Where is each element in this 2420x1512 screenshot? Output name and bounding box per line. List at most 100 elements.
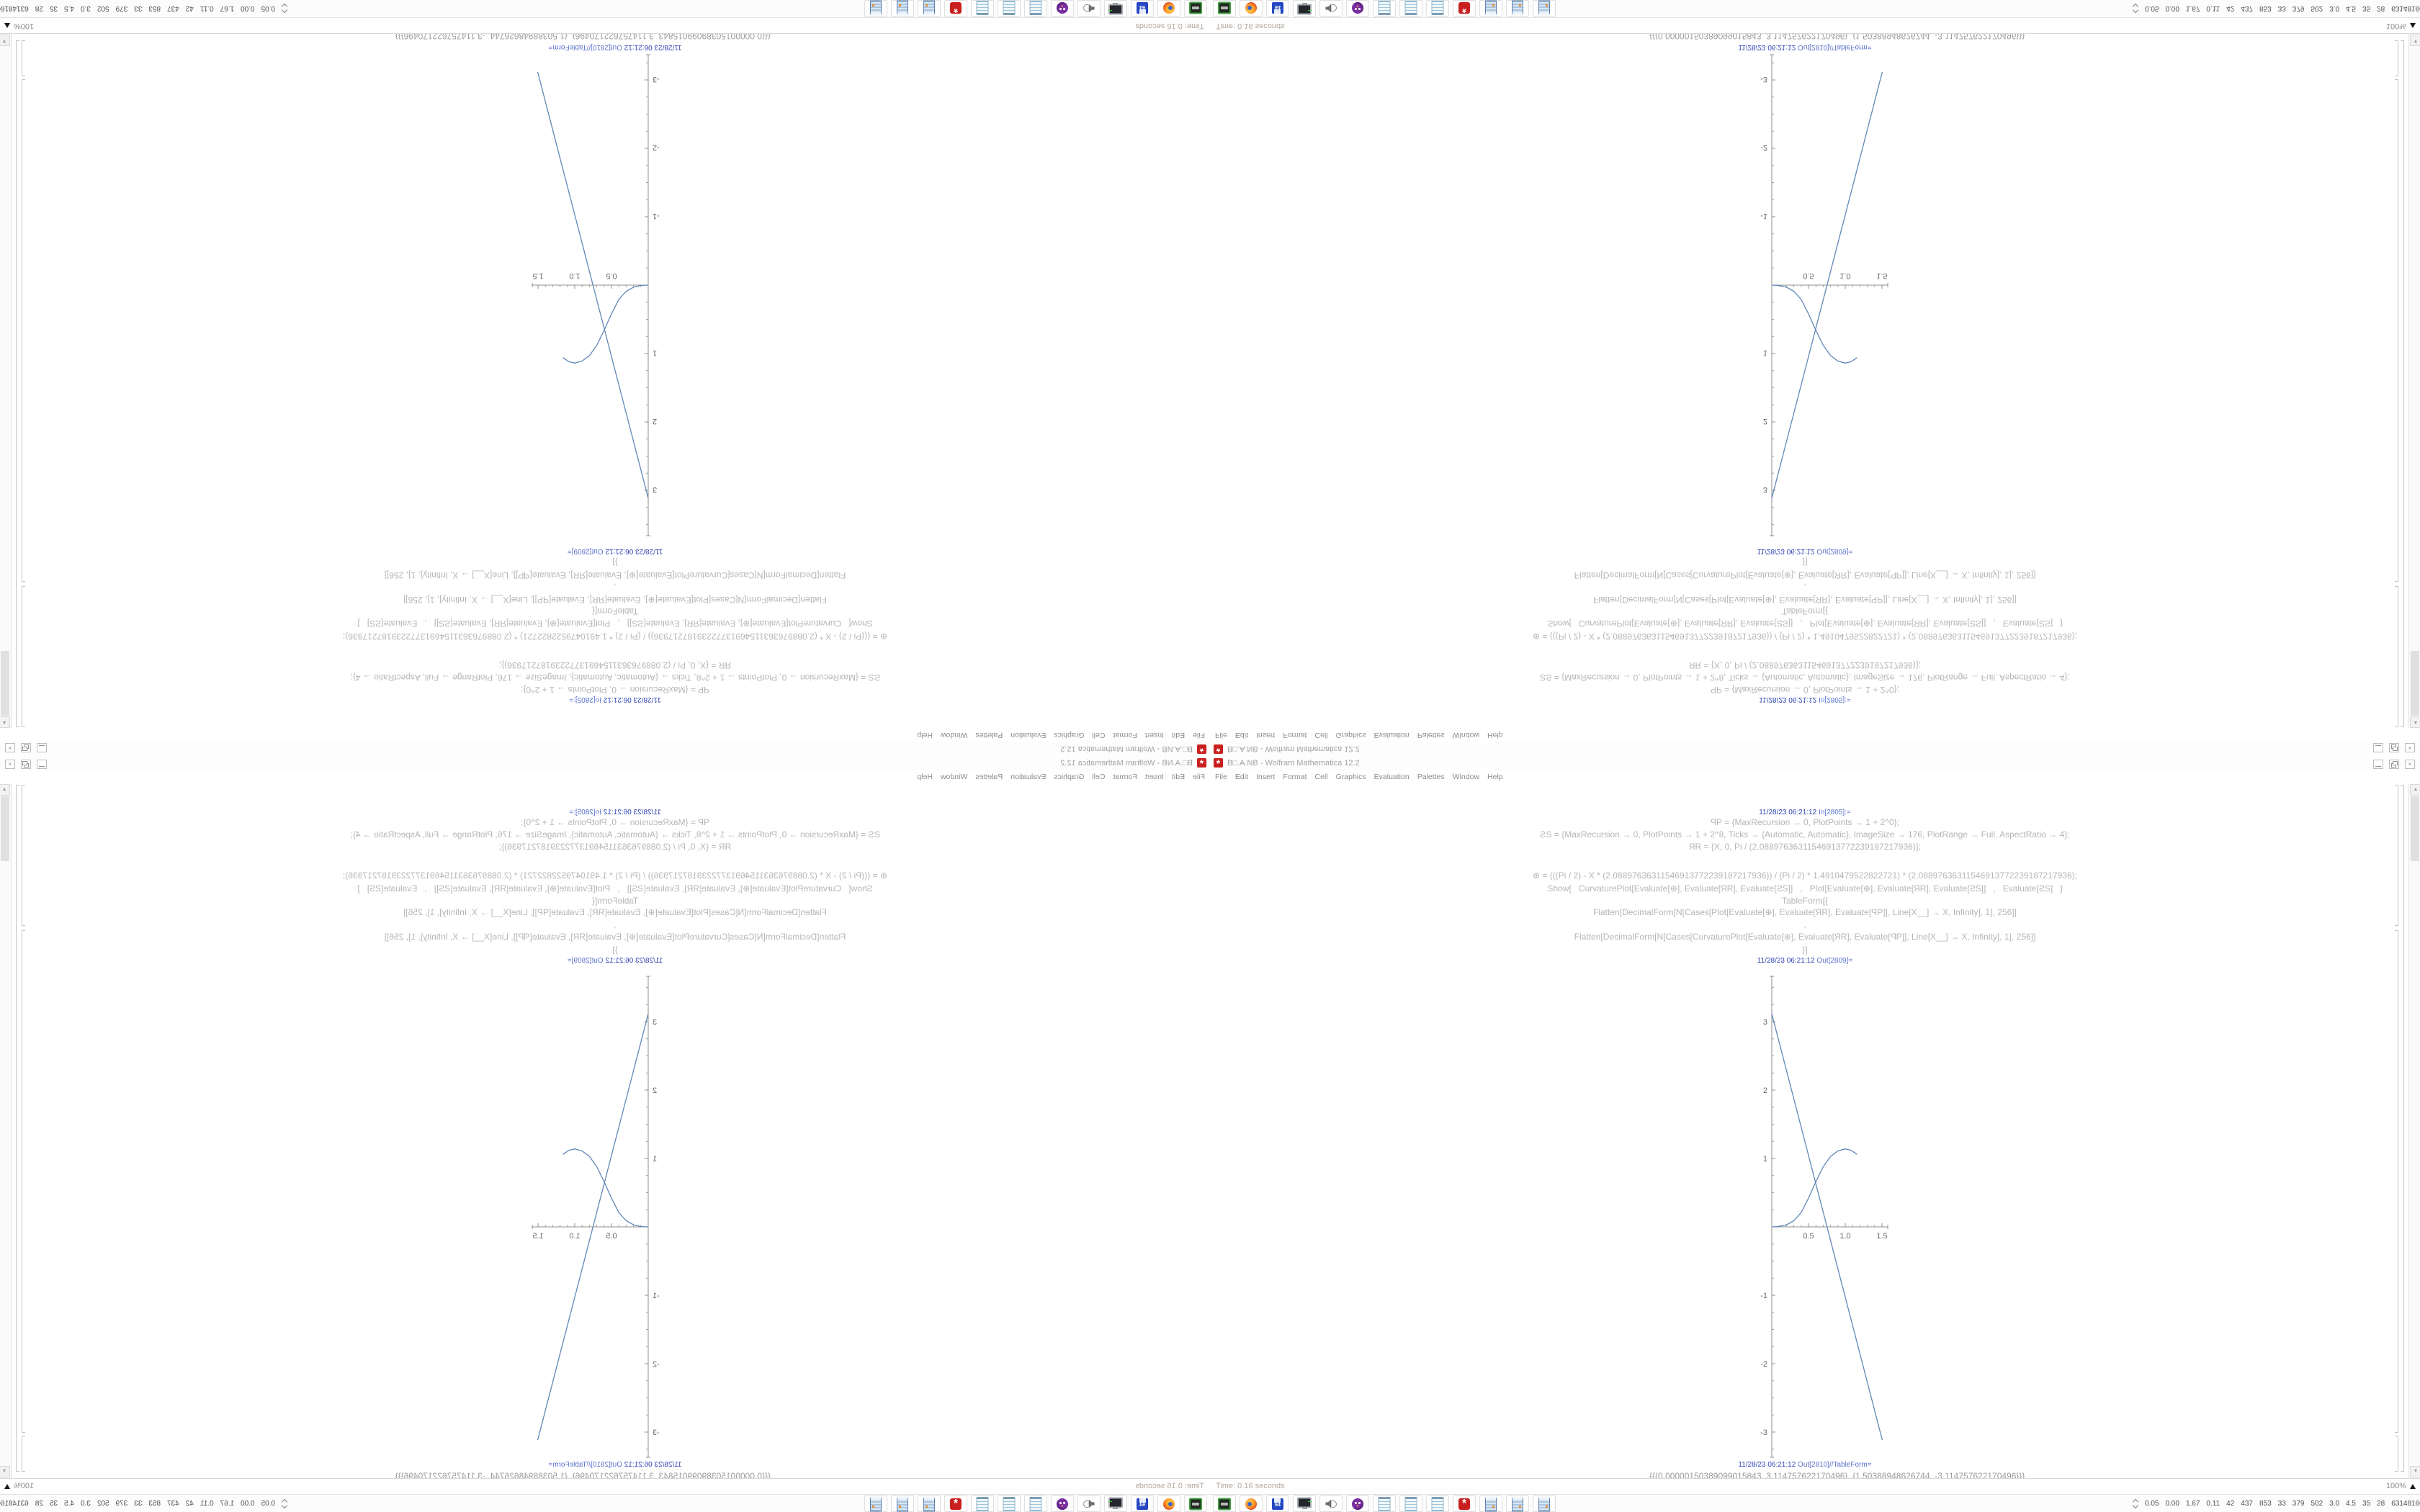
calculator-icon[interactable] bbox=[1533, 1495, 1556, 1512]
removable-drive-icon[interactable] bbox=[1184, 1495, 1207, 1512]
menu-cell[interactable]: Cell bbox=[1314, 731, 1328, 739]
menu-evaluation[interactable]: Evaluation bbox=[1010, 773, 1047, 781]
menu-evaluation[interactable]: Evaluation bbox=[1373, 773, 1410, 781]
notepad-icon[interactable] bbox=[1426, 0, 1449, 17]
menu-help[interactable]: Help bbox=[1487, 731, 1503, 739]
scrollbar-thumb[interactable] bbox=[1, 796, 9, 861]
menu-window[interactable]: Window bbox=[1452, 731, 1480, 739]
menu-file[interactable]: File bbox=[1215, 731, 1227, 739]
speaker-icon[interactable] bbox=[1319, 1495, 1343, 1512]
code-line[interactable]: PP = {MaxRecursion → 0, PlotPoints → 1 +… bbox=[521, 817, 709, 827]
purple-mascot-icon[interactable] bbox=[1051, 1495, 1074, 1512]
window-titlebar[interactable]: B□.A.NB - Wolfram Mathematica 12.2 × bbox=[1210, 756, 2420, 770]
menu-graphics[interactable]: Graphics bbox=[1054, 731, 1085, 739]
code-line[interactable]: ⊕ = (((Pi / 2) - X * (2.0889763631154691… bbox=[342, 870, 888, 881]
calculator-icon[interactable] bbox=[1479, 1495, 1502, 1512]
firefox-icon[interactable] bbox=[1157, 0, 1180, 17]
calculator-icon[interactable] bbox=[864, 1495, 887, 1512]
code-line[interactable]: ЯR = {X, 0, Pi / (2.08897636311546913772… bbox=[498, 660, 732, 670]
code-line[interactable]: Show[ CurvaturePlot[Evaluate[⊕], Evaluat… bbox=[357, 883, 873, 894]
restore-button[interactable] bbox=[2389, 743, 2399, 752]
menu-edit[interactable]: Edit bbox=[1234, 773, 1249, 781]
display-settings-icon[interactable] bbox=[1293, 1495, 1316, 1512]
code-line[interactable]: }] bbox=[1802, 945, 1808, 955]
menu-format[interactable]: Format bbox=[1113, 731, 1137, 739]
cell-bracket-output-table[interactable] bbox=[22, 1436, 26, 1472]
cell-bracket-input[interactable] bbox=[2394, 785, 2398, 926]
minimize-button[interactable] bbox=[2373, 760, 2383, 769]
floppy-64-icon[interactable]: 64 bbox=[1131, 1495, 1154, 1512]
menu-cell[interactable]: Cell bbox=[1314, 773, 1328, 781]
menu-file[interactable]: File bbox=[1215, 773, 1227, 781]
minimize-button[interactable] bbox=[2373, 743, 2383, 752]
scroll-down-icon[interactable]: ▼ bbox=[0, 1466, 10, 1477]
menu-insert[interactable]: Insert bbox=[1144, 773, 1164, 781]
menu-palettes[interactable]: Palettes bbox=[975, 773, 1003, 781]
cell-bracket-input[interactable] bbox=[2394, 586, 2398, 727]
calculator-icon[interactable] bbox=[891, 0, 914, 17]
close-button[interactable]: × bbox=[5, 743, 15, 752]
tray-expander-icon[interactable] bbox=[2132, 4, 2139, 14]
code-line[interactable]: Flatten[DecimalForm[N[Cases[CurvaturePlo… bbox=[1574, 570, 2036, 580]
notebook-area[interactable]: 11/28/23 06:21:12 In[2805]:= PP = {MaxRec… bbox=[1210, 18, 2420, 729]
code-line[interactable]: ЯR = {X, 0, Pi / (2.08897636311546913772… bbox=[1688, 842, 1922, 852]
menu-edit[interactable]: Edit bbox=[1171, 773, 1186, 781]
firefox-icon[interactable] bbox=[1240, 0, 1263, 17]
curvature-plot-graphic[interactable]: 0.5 1.0 1.5 -3 -2 -1 1 2 3 bbox=[1707, 968, 1923, 1464]
menu-help[interactable]: Help bbox=[917, 773, 933, 781]
code-line[interactable]: SS = {MaxRecursion → 0, PlotPoints → 1 +… bbox=[1540, 672, 2070, 683]
magnification-control[interactable]: 100% bbox=[2386, 22, 2416, 30]
display-settings-icon[interactable] bbox=[1104, 1495, 1127, 1512]
scroll-down-icon[interactable]: ▼ bbox=[2410, 35, 2420, 46]
notepad-icon[interactable] bbox=[1399, 0, 1422, 17]
calculator-icon[interactable] bbox=[1506, 0, 1529, 17]
notepad-icon[interactable] bbox=[1426, 1495, 1449, 1512]
code-line[interactable]: TableForm[{ bbox=[591, 606, 639, 616]
cell-bracket-group[interactable] bbox=[2400, 785, 2404, 1472]
calculator-icon[interactable] bbox=[891, 1495, 914, 1512]
window-titlebar[interactable]: B□.A.NB - Wolfram Mathematica 12.2 × bbox=[1210, 742, 2420, 756]
calculator-icon[interactable] bbox=[1533, 0, 1556, 17]
firefox-icon[interactable] bbox=[1240, 1495, 1263, 1512]
menu-window[interactable]: Window bbox=[940, 731, 968, 739]
notebook-area[interactable]: 11/28/23 06:21:12 In[2805]:= PP = {MaxRec… bbox=[1210, 783, 2420, 1494]
cell-bracket-input[interactable] bbox=[22, 586, 26, 727]
restore-button[interactable] bbox=[2389, 760, 2399, 769]
code-line[interactable]: TableForm[{ bbox=[591, 896, 639, 906]
code-line[interactable]: Flatten[DecimalForm[N[Cases[Plot[Evaluat… bbox=[1592, 907, 2017, 917]
magnification-control[interactable]: 100% bbox=[2386, 1482, 2416, 1490]
menu-palettes[interactable]: Palettes bbox=[1417, 731, 1445, 739]
cell-bracket-output-table[interactable] bbox=[2394, 40, 2398, 76]
close-button[interactable]: × bbox=[2405, 760, 2415, 769]
menu-palettes[interactable]: Palettes bbox=[1417, 773, 1445, 781]
cell-bracket-output-table[interactable] bbox=[22, 40, 26, 76]
code-line[interactable]: Flatten[DecimalForm[N[Cases[Plot[Evaluat… bbox=[403, 907, 828, 917]
menu-palettes[interactable]: Palettes bbox=[975, 731, 1003, 739]
code-line[interactable]: }] bbox=[1802, 557, 1808, 567]
calculator-icon[interactable] bbox=[1506, 1495, 1529, 1512]
menu-cell[interactable]: Cell bbox=[1092, 731, 1106, 739]
notepad-icon[interactable] bbox=[1024, 1495, 1047, 1512]
notepad-icon[interactable] bbox=[1373, 1495, 1396, 1512]
code-line[interactable]: PP = {MaxRecursion → 0, PlotPoints → 1 +… bbox=[521, 685, 709, 695]
scroll-up-icon[interactable]: ▲ bbox=[2410, 784, 2420, 796]
scroll-down-icon[interactable]: ▼ bbox=[0, 35, 10, 46]
window-titlebar[interactable]: B□.A.NB - Wolfram Mathematica 12.2 × bbox=[0, 742, 1210, 756]
code-line[interactable]: Show[ CurvaturePlot[Evaluate[⊕], Evaluat… bbox=[357, 618, 873, 629]
code-line[interactable]: Flatten[DecimalForm[N[Cases[CurvaturePlo… bbox=[384, 570, 846, 580]
scrollbar-thumb[interactable] bbox=[2411, 796, 2419, 861]
curvature-plot-graphic[interactable]: 0.5 1.0 1.5 -3 -2 -1 1 2 3 bbox=[497, 48, 713, 544]
code-line[interactable]: SS = {MaxRecursion → 0, PlotPoints → 1 +… bbox=[350, 829, 880, 840]
tray-expander-icon[interactable] bbox=[281, 4, 288, 14]
code-line[interactable]: Show[ CurvaturePlot[Evaluate[⊕], Evaluat… bbox=[1547, 883, 2063, 894]
menu-help[interactable]: Help bbox=[1487, 773, 1503, 781]
scroll-down-icon[interactable]: ▼ bbox=[2410, 1466, 2420, 1477]
menu-edit[interactable]: Edit bbox=[1234, 731, 1249, 739]
menu-evaluation[interactable]: Evaluation bbox=[1010, 731, 1047, 739]
window-titlebar[interactable]: B□.A.NB - Wolfram Mathematica 12.2 × bbox=[0, 756, 1210, 770]
tray-expander-icon[interactable] bbox=[281, 1498, 288, 1508]
cell-bracket-group[interactable] bbox=[16, 785, 20, 1472]
cell-bracket-output-graphics[interactable] bbox=[22, 79, 26, 582]
removable-drive-icon[interactable] bbox=[1184, 0, 1207, 17]
menu-format[interactable]: Format bbox=[1283, 773, 1307, 781]
